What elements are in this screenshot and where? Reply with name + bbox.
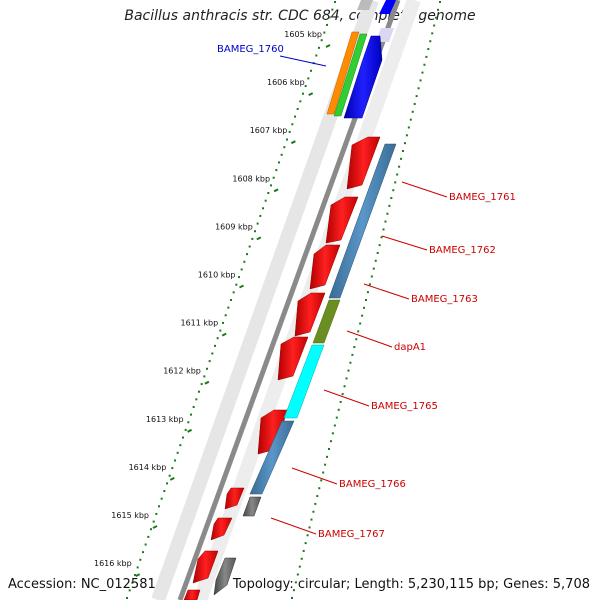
kbp-tick-label: 1613 kbp (146, 415, 184, 424)
feature-green (333, 33, 368, 117)
kbp-tick-mark (221, 332, 227, 337)
label-connector (270, 517, 317, 535)
kbp-tick-mark (169, 477, 175, 481)
gene-label[interactable]: BAMEG_1765 (371, 401, 438, 412)
label-connector (323, 389, 370, 407)
label-connector (401, 181, 448, 198)
feature-top-gray (357, 0, 373, 10)
kbp-tick-label: 1609 kbp (215, 222, 253, 231)
kbp-tick-mark (152, 525, 158, 529)
kbp-tick-label: 1612 kbp (163, 367, 201, 376)
kbp-tick-label: 1606 kbp (267, 78, 305, 87)
feature-orange (326, 31, 360, 115)
label-connectors (270, 55, 448, 535)
label-connector (279, 55, 327, 67)
kbp-tick-label: 1614 kbp (129, 463, 167, 472)
kbp-tick-mark (135, 573, 141, 577)
topology-text: Topology: circular; Length: 5,230,115 bp… (232, 577, 590, 592)
gene-label[interactable]: BAMEG_1767 (318, 529, 385, 540)
gene-labels: BAMEG_1760 BAMEG_1761 BAMEG_1762 BAMEG_1763… (217, 44, 516, 540)
gene-label[interactable]: BAMEG_1762 (429, 245, 496, 256)
kbp-tick-mark (187, 428, 193, 433)
kbp-tick-label: 1608 kbp (232, 174, 270, 183)
outer-tick-ring (291, 1, 441, 599)
accession-text: Accession: NC_012581 (8, 577, 156, 592)
kbp-tick-label: 1610 kbp (198, 271, 236, 280)
kbp-scale: 1605 kbp 1606 kbp 1607 kbp 1608 kbp 1609 kbp… (94, 30, 331, 577)
kbp-tick-label: 1611 kbp (180, 319, 218, 328)
right-feature-column (213, 143, 397, 596)
kbp-tick-mark (308, 92, 314, 96)
kbp-tick-label: 1616 kbp (94, 559, 132, 568)
kbp-tick-mark (256, 236, 262, 241)
kbp-tick-label: 1615 kbp (111, 511, 149, 520)
label-connector (363, 283, 410, 300)
red-feature-column (183, 136, 381, 600)
label-connector (346, 330, 393, 348)
label-connector (291, 467, 338, 485)
feature-blue-arrow (343, 35, 383, 119)
feature-top-blue (379, 0, 396, 14)
kbp-tick-mark (273, 188, 279, 193)
gene-label[interactable]: BAMEG_1760 (217, 44, 284, 55)
kbp-tick-label: 1607 kbp (250, 126, 288, 135)
feature-top-lavender (376, 28, 394, 42)
kbp-tick-mark (325, 44, 331, 48)
kbp-tick-label: 1605 kbp (284, 30, 322, 39)
gene-label[interactable]: BAMEG_1761 (449, 192, 516, 203)
kbp-tick-mark (290, 140, 296, 145)
kbp-tick-mark (204, 380, 210, 385)
gene-label[interactable]: BAMEG_1763 (411, 294, 478, 305)
label-connector (381, 235, 428, 251)
kbp-tick-mark (239, 284, 244, 289)
gene-label[interactable]: BAMEG_1766 (339, 479, 406, 490)
gene-label[interactable]: dapA1 (394, 342, 426, 353)
